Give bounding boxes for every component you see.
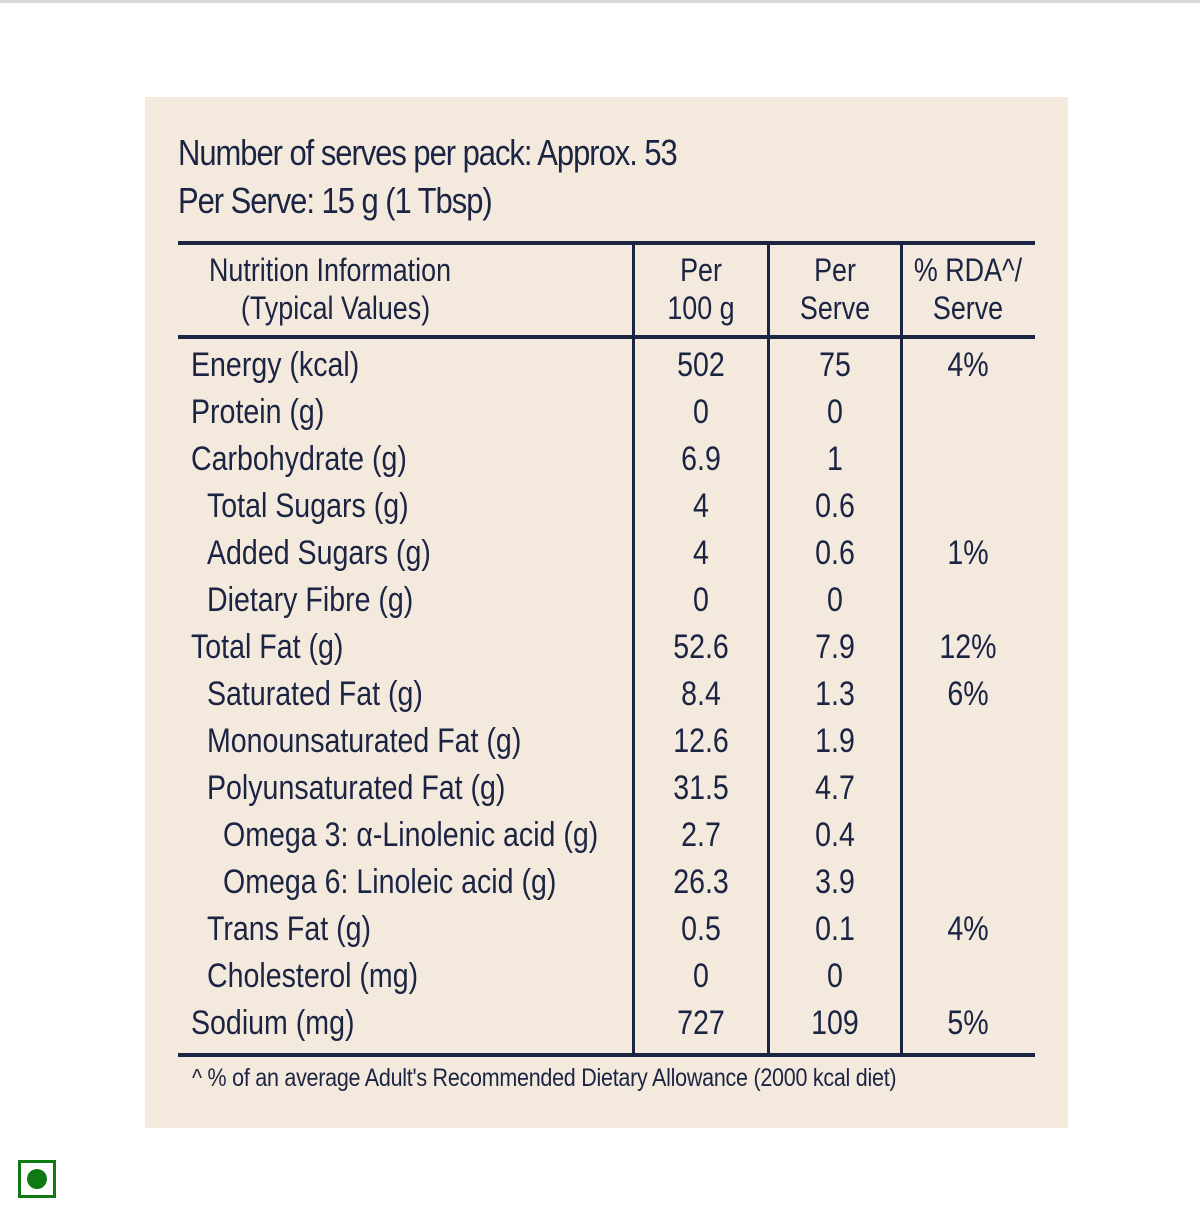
value-per-100g: 31.5 <box>673 769 729 807</box>
value-per-serve: 75 <box>819 346 851 384</box>
nutrient-name: Total Fat (g) <box>191 628 344 666</box>
header-line: Nutrition Information <box>209 252 452 288</box>
value-per-100g: 6.9 <box>681 440 721 478</box>
table-row: Monounsaturated Fat (g) 12.6 1.9 <box>178 718 1035 765</box>
value-per-serve: 0 <box>827 581 843 619</box>
nutrition-label-panel: Number of serves per pack: Approx. 53 Pe… <box>145 97 1068 1128</box>
value-per-100g: 2.7 <box>681 816 721 854</box>
header-line: (Typical Values) <box>240 290 431 326</box>
table-row: Cholesterol (mg) 0 0 <box>178 953 1035 1000</box>
top-divider <box>0 0 1200 3</box>
header-line: Per <box>680 252 722 288</box>
header-line: Serve <box>932 290 1004 326</box>
table-bottom-rule <box>178 1053 1035 1057</box>
table-row: Saturated Fat (g) 8.4 1.3 6% <box>178 671 1035 718</box>
header-line: Serve <box>799 290 871 326</box>
value-per-100g: 0 <box>693 581 709 619</box>
value-per-serve: 0.4 <box>815 816 855 854</box>
serves-per-pack: Number of serves per pack: Approx. 53 <box>178 132 678 173</box>
value-per-serve: 7.9 <box>815 628 855 666</box>
veg-symbol-icon <box>18 1160 56 1198</box>
header-line: Per <box>814 252 856 288</box>
column-divider <box>767 241 770 1055</box>
nutrient-name: Cholesterol (mg) <box>207 957 419 995</box>
value-per-100g: 52.6 <box>673 628 729 666</box>
header-line: 100 g <box>667 290 735 326</box>
table-row: Total Fat (g) 52.6 7.9 12% <box>178 624 1035 671</box>
value-rda: 4% <box>947 910 989 948</box>
table-row: Total Sugars (g) 4 0.6 <box>178 483 1035 530</box>
value-per-serve: 4.7 <box>815 769 855 807</box>
table-top-rule <box>178 241 1035 245</box>
column-header-per-serve: Per Serve <box>780 251 889 327</box>
nutrient-name: Omega 6: Linoleic acid (g) <box>223 863 557 901</box>
value-per-serve: 109 <box>811 1004 859 1042</box>
value-per-serve: 1 <box>827 440 843 478</box>
column-header-per-100g: Per 100 g <box>646 251 757 327</box>
value-rda: 5% <box>947 1004 989 1042</box>
nutrient-name: Energy (kcal) <box>191 346 360 384</box>
value-rda: 1% <box>947 534 989 572</box>
serving-info: Number of serves per pack: Approx. 53 Pe… <box>178 129 678 225</box>
table-row: Omega 3: α-Linolenic acid (g) 2.7 0.4 <box>178 812 1035 859</box>
value-per-serve: 0.6 <box>815 487 855 525</box>
column-divider <box>900 241 903 1055</box>
table-row: Omega 6: Linoleic acid (g) 26.3 3.9 <box>178 859 1035 906</box>
value-per-100g: 26.3 <box>673 863 729 901</box>
value-per-serve: 0 <box>827 957 843 995</box>
value-per-100g: 4 <box>693 487 709 525</box>
serving-size: Per Serve: 15 g (1 Tbsp) <box>178 180 493 221</box>
nutrient-name: Polyunsaturated Fat (g) <box>207 769 506 807</box>
value-per-serve: 1.9 <box>815 722 855 760</box>
value-per-100g: 12.6 <box>673 722 729 760</box>
value-rda: 12% <box>939 628 997 666</box>
nutrient-name: Added Sugars (g) <box>207 534 431 572</box>
nutrient-name: Carbohydrate (g) <box>191 440 407 478</box>
nutrient-name: Dietary Fibre (g) <box>207 581 414 619</box>
nutrient-name: Sodium (mg) <box>191 1004 355 1042</box>
table-row: Energy (kcal) 502 75 4% <box>178 342 1035 389</box>
table-row: Polyunsaturated Fat (g) 31.5 4.7 <box>178 765 1035 812</box>
table-row: Protein (g) 0 0 <box>178 389 1035 436</box>
value-per-serve: 0 <box>827 393 843 431</box>
nutrient-name: Protein (g) <box>191 393 325 431</box>
rda-footnote: ^ % of an average Adult's Recommended Di… <box>192 1064 897 1092</box>
value-per-serve: 0.6 <box>815 534 855 572</box>
value-per-serve: 3.9 <box>815 863 855 901</box>
nutrient-name: Trans Fat (g) <box>207 910 371 948</box>
nutrient-name: Omega 3: α-Linolenic acid (g) <box>223 816 599 854</box>
header-bottom-rule <box>178 335 1035 339</box>
value-per-100g: 727 <box>677 1004 725 1042</box>
table-row: Dietary Fibre (g) 0 0 <box>178 577 1035 624</box>
table-row: Trans Fat (g) 0.5 0.1 4% <box>178 906 1035 953</box>
value-per-100g: 8.4 <box>681 675 721 713</box>
column-header-rda: % RDA^/ Serve <box>913 251 1022 327</box>
nutrient-name: Monounsaturated Fat (g) <box>207 722 522 760</box>
value-per-100g: 0.5 <box>681 910 721 948</box>
veg-dot-icon <box>27 1169 47 1189</box>
nutrient-name: Total Sugars (g) <box>207 487 409 525</box>
header-line: % RDA^/ <box>913 252 1023 288</box>
nutrient-name: Saturated Fat (g) <box>207 675 423 713</box>
value-per-100g: 0 <box>693 393 709 431</box>
value-per-100g: 0 <box>693 957 709 995</box>
value-per-100g: 4 <box>693 534 709 572</box>
table-row: Added Sugars (g) 4 0.6 1% <box>178 530 1035 577</box>
table-row: Sodium (mg) 727 109 5% <box>178 1000 1035 1047</box>
value-per-serve: 1.3 <box>815 675 855 713</box>
value-per-serve: 0.1 <box>815 910 855 948</box>
table-row: Carbohydrate (g) 6.9 1 <box>178 436 1035 483</box>
value-rda: 6% <box>947 675 989 713</box>
column-divider <box>632 241 635 1055</box>
value-rda: 4% <box>947 346 989 384</box>
column-header-nutrient: Nutrition Information (Typical Values) <box>209 251 451 327</box>
value-per-100g: 502 <box>677 346 725 384</box>
